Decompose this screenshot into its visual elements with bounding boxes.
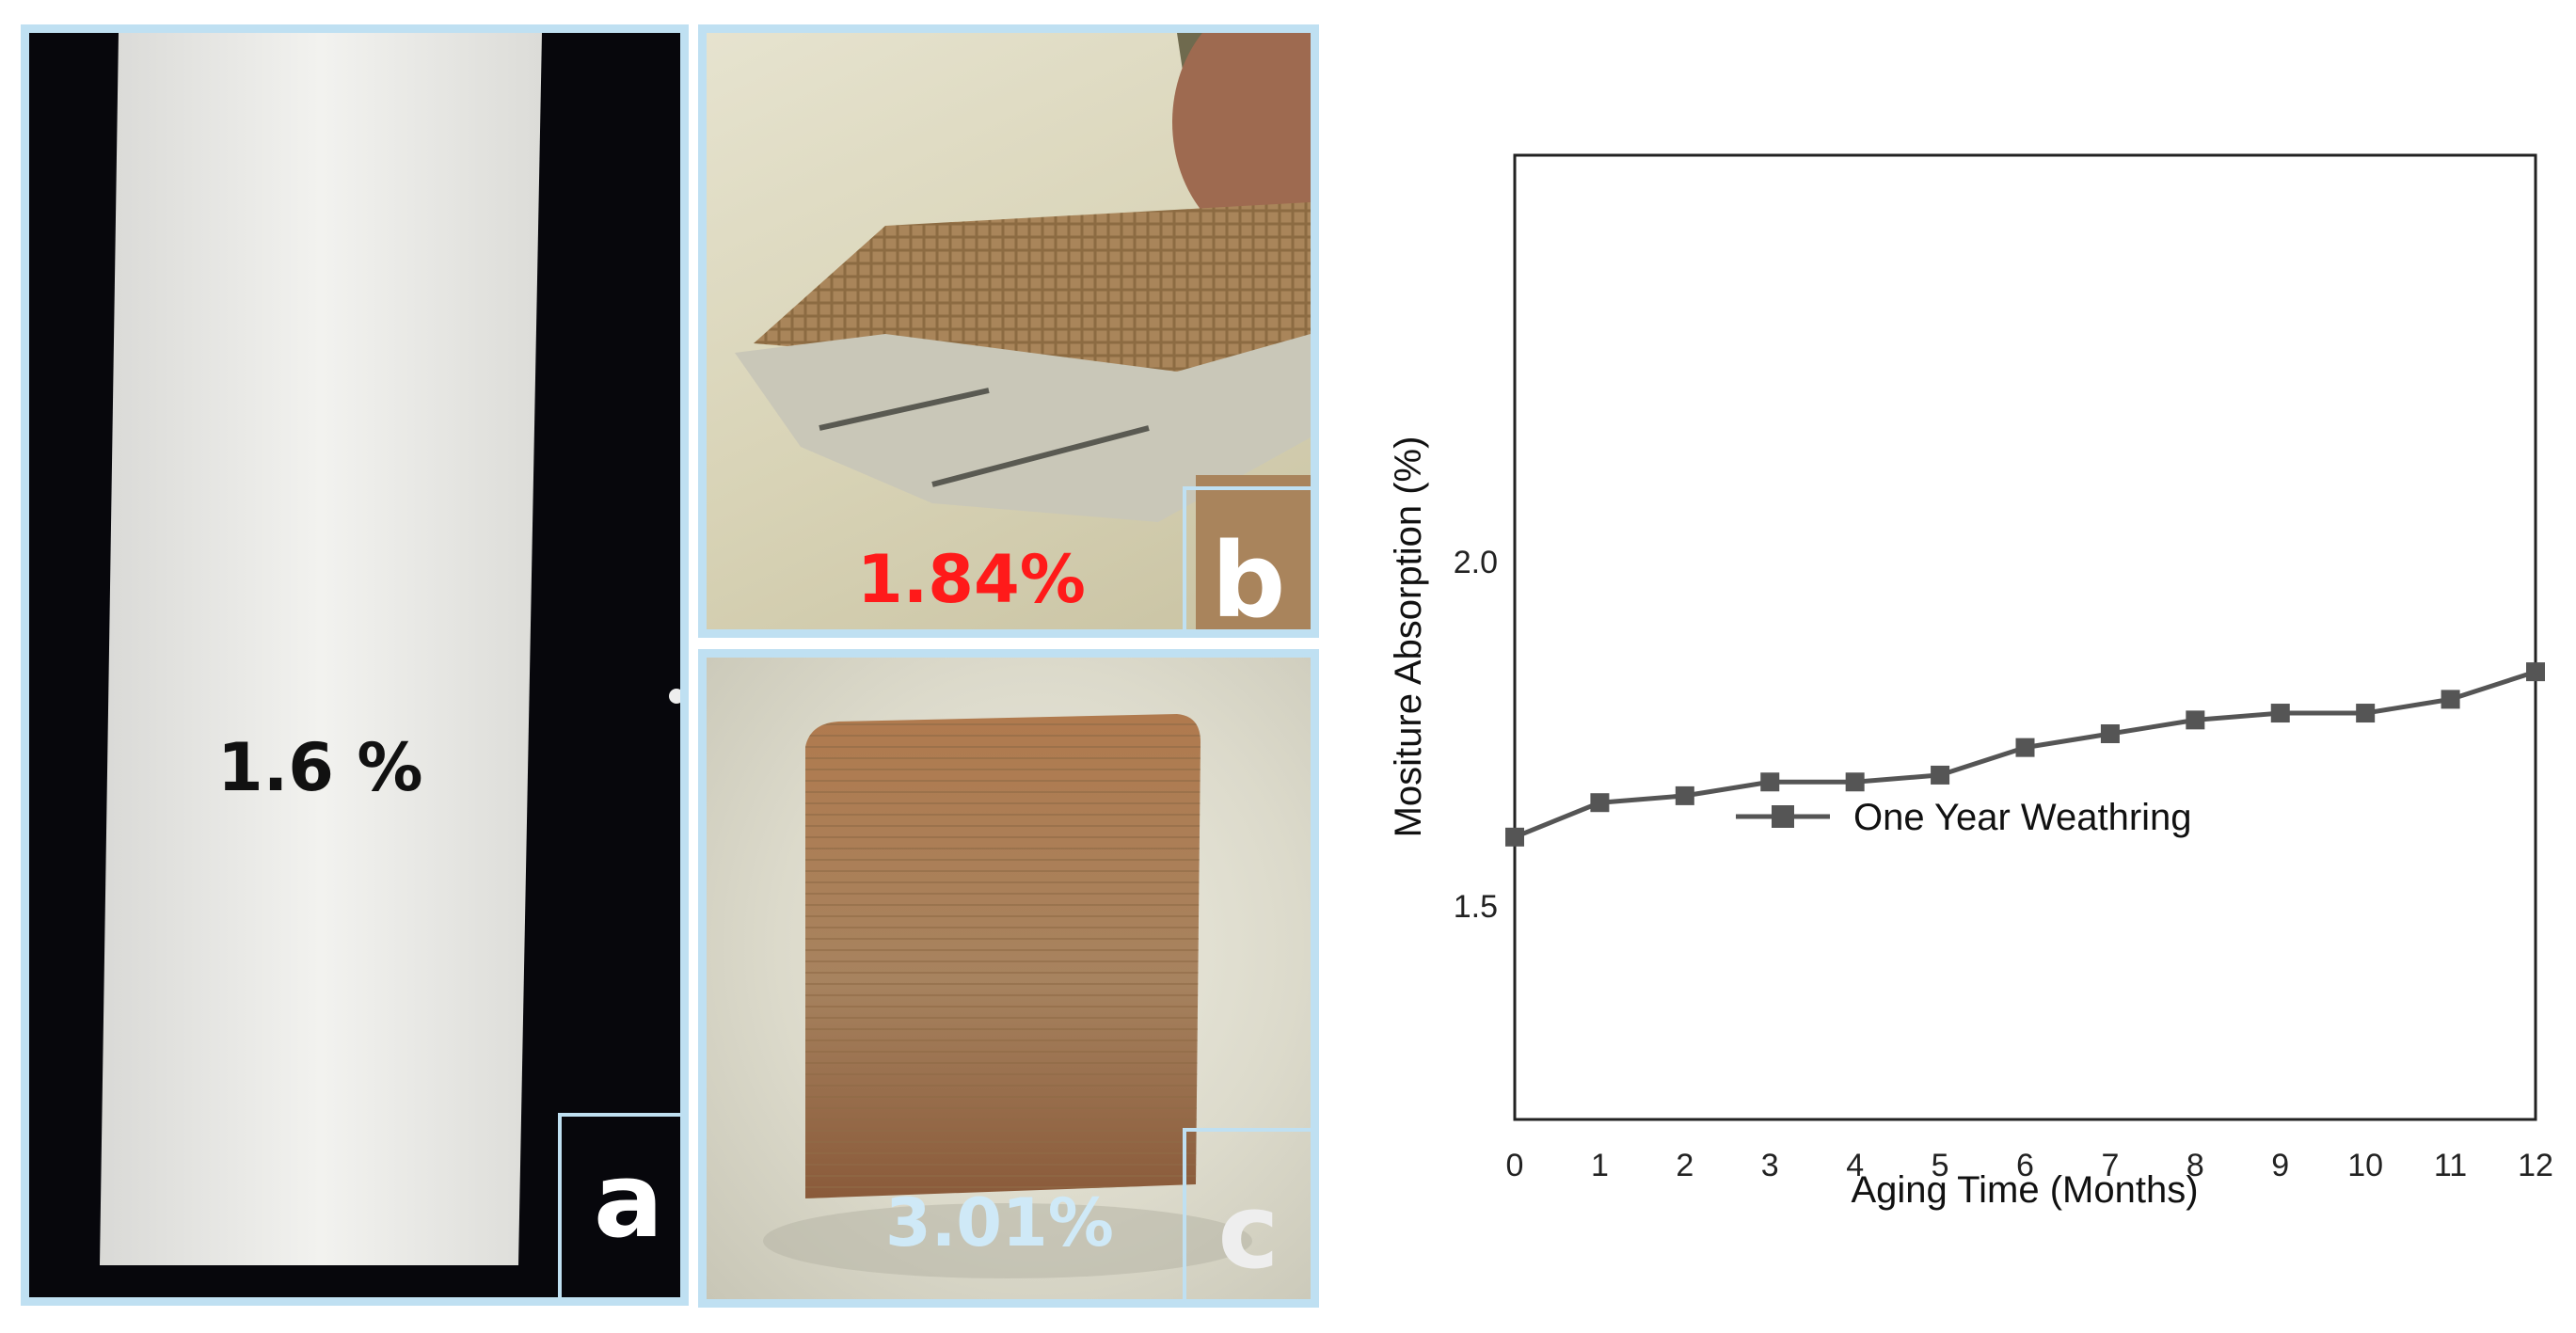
panel-a-letter: a bbox=[558, 1113, 680, 1297]
x-tick-label: 7 bbox=[2101, 1148, 2119, 1183]
data-point bbox=[1760, 772, 1780, 792]
panel-a-value: 1.6 % bbox=[217, 729, 423, 806]
legend-label: One Year Weathring bbox=[1853, 797, 2192, 838]
data-point bbox=[1590, 793, 1610, 813]
x-tick-label: 9 bbox=[2271, 1148, 2289, 1183]
y-axis-title: Mositure Absorption (%) bbox=[1388, 436, 1429, 838]
composite-block-photo bbox=[763, 714, 1252, 1278]
legend: One Year Weathring bbox=[1736, 797, 2192, 838]
x-axis-title: Aging Time (Months) bbox=[1851, 1169, 2198, 1211]
data-point bbox=[1505, 827, 1524, 847]
data-point bbox=[2526, 662, 2545, 682]
x-tick-label: 12 bbox=[2518, 1148, 2553, 1183]
plot-frame bbox=[1513, 153, 2537, 1121]
panel-b-letter: b bbox=[1183, 486, 1311, 629]
x-tick-label: 0 bbox=[1506, 1148, 1524, 1183]
moisture-absorption-chart: 1.52.0 0 1 2 3 4 5 6 7 8 9 10 11 12 One Year Weathri… bbox=[1388, 153, 2553, 1211]
x-tick-label: 2 bbox=[1676, 1148, 1693, 1183]
photo-panel-c: 3.01% c bbox=[698, 649, 1319, 1308]
data-point bbox=[2100, 724, 2120, 743]
data-point bbox=[1845, 772, 1865, 792]
legend-marker-swatch bbox=[1772, 805, 1794, 828]
data-point bbox=[2015, 738, 2035, 757]
y-tick-label: 2.0 bbox=[1454, 545, 1498, 580]
data-point bbox=[2441, 690, 2460, 709]
panel-c-value: 3.01% bbox=[885, 1184, 1114, 1262]
x-tick-label: 6 bbox=[2016, 1148, 2034, 1183]
x-tick-label: 11 bbox=[2434, 1148, 2467, 1183]
delaminated-sample-photo bbox=[735, 33, 1311, 629]
panel-b-value: 1.84% bbox=[857, 541, 1086, 618]
x-tick-label: 8 bbox=[2186, 1148, 2204, 1183]
x-tick-label: 3 bbox=[1761, 1148, 1779, 1183]
x-tick-label: 1 bbox=[1591, 1148, 1609, 1183]
y-tick-label: 1.5 bbox=[1454, 889, 1498, 925]
photo-panel-b: 1.84% b bbox=[698, 24, 1319, 638]
series-layer bbox=[1505, 662, 2545, 847]
x-tick-label: 10 bbox=[2347, 1148, 2383, 1183]
panel-c-letter: c bbox=[1183, 1128, 1311, 1299]
x-tick-label: 4 bbox=[1846, 1148, 1864, 1183]
data-point bbox=[2186, 710, 2205, 730]
data-point bbox=[1675, 786, 1694, 805]
data-point bbox=[2356, 704, 2376, 723]
photo-panel-a: 1.6 % a bbox=[21, 24, 689, 1306]
x-axis-ticks: 0 1 2 3 4 5 6 7 8 9 10 11 12 bbox=[1506, 1148, 2553, 1183]
x-tick-label: 5 bbox=[1932, 1148, 1949, 1183]
y-axis-ticks: 1.5 2.0 bbox=[1454, 545, 1498, 925]
data-point bbox=[2270, 704, 2290, 723]
data-point bbox=[1931, 765, 1950, 785]
specimen-strip-photo bbox=[100, 33, 680, 1265]
